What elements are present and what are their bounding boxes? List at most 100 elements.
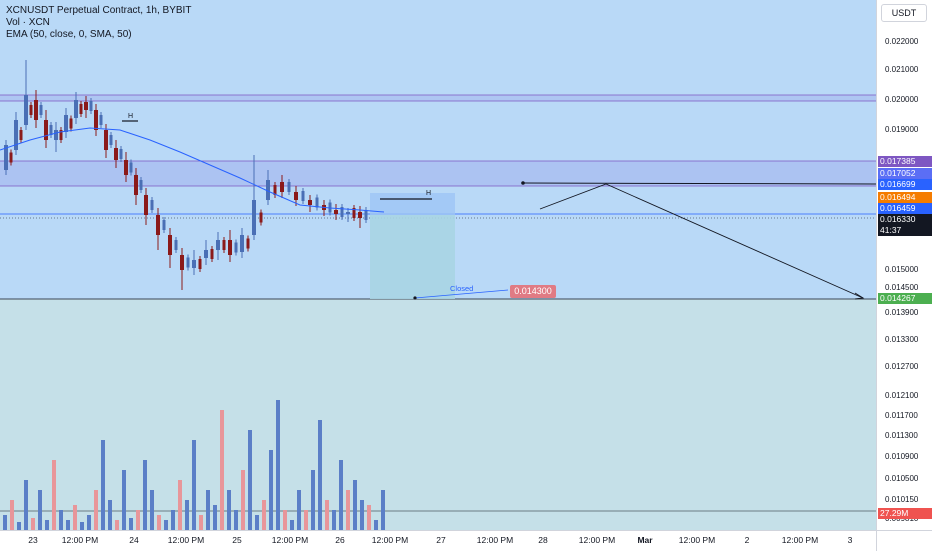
candle-body [204, 250, 208, 258]
closed-anchor [413, 296, 417, 300]
ema-indicator-label[interactable]: EMA (50, close, 0, SMA, 50) [6, 29, 132, 40]
candle-body [74, 100, 78, 118]
trend-level-line [522, 182, 876, 185]
candle-body [358, 212, 362, 218]
price-tick-label: 0.021000 [885, 65, 919, 74]
volume-bar [38, 490, 42, 530]
volume-bar [31, 518, 35, 530]
price-tick-label: 0.010150 [885, 495, 919, 504]
volume-bar [339, 460, 343, 530]
volume-bar [59, 510, 63, 530]
price-tag[interactable]: 0.016459 [878, 203, 932, 214]
time-tick-label: 12:00 PM [578, 535, 616, 545]
volume-bar [381, 490, 385, 530]
axis-corner [876, 530, 932, 551]
price-tag[interactable]: 0.017052 [878, 168, 932, 179]
currency-button[interactable]: USDT [881, 4, 927, 22]
candle-body [210, 249, 214, 259]
time-tick-label: 12:00 PM [476, 535, 514, 545]
candle-body [280, 182, 284, 192]
candle-body [180, 255, 184, 270]
candle-body [334, 210, 338, 214]
candle-body [156, 215, 160, 235]
volume-bar [276, 400, 280, 530]
candle-body [315, 197, 319, 208]
price-plot-area[interactable]: XCNUSDT Perpetual Contract, 1h, BYBIT Vo… [0, 0, 876, 530]
candle-body [124, 160, 128, 175]
candle-body [246, 238, 250, 249]
chart-legend: XCNUSDT Perpetual Contract, 1h, BYBIT Vo… [6, 5, 191, 41]
volume-bar [150, 490, 154, 530]
volume-bar [234, 510, 238, 530]
volume-bar [185, 500, 189, 530]
candle-body [308, 200, 312, 205]
closed-price-tag[interactable]: 0.014300 [510, 285, 556, 298]
chart-svg [0, 60, 876, 530]
price-tick-label: 0.011300 [885, 431, 918, 440]
price-tag[interactable]: 0.017385 [878, 156, 932, 167]
volume-bar [346, 490, 350, 530]
volume-bar [360, 500, 364, 530]
time-tick-label: 12:00 PM [61, 535, 99, 545]
candle-body [144, 195, 148, 215]
volume-bar [136, 510, 140, 530]
volume-bar [66, 520, 70, 530]
candle-body [352, 208, 356, 218]
time-tick-label: 27 [436, 535, 446, 545]
candle-body [34, 100, 38, 120]
volume-bar [157, 515, 161, 530]
price-tag[interactable]: 0.016699 [878, 179, 932, 190]
volume-bar [164, 520, 168, 530]
volume-bar [10, 500, 14, 530]
candle-body [134, 175, 138, 195]
price-tag[interactable]: 41:37 [878, 225, 932, 236]
symbol-title[interactable]: XCNUSDT Perpetual Contract, 1h, BYBIT [6, 5, 192, 16]
time-tick-label: 23 [28, 535, 38, 545]
time-axis[interactable]: 23 12:00 PM 24 12:00 PM 25 12:00 PM 26 12:00 PM… [0, 530, 876, 551]
volume-bar [3, 515, 7, 530]
candle-body [139, 180, 143, 190]
price-tag[interactable]: 0.016494 [878, 192, 932, 203]
candle-body [64, 115, 68, 132]
candle-body [104, 130, 108, 150]
volume-bar [192, 440, 196, 530]
candle-body [273, 185, 277, 195]
volume-bar [52, 460, 56, 530]
candle-body [94, 110, 98, 130]
price-tag[interactable]: 0.016330 [878, 214, 932, 225]
ema-line [0, 127, 385, 213]
time-tick-label: 12:00 PM [781, 535, 819, 545]
candle-body [54, 130, 58, 140]
price-tick-label: 0.020000 [885, 95, 919, 104]
volume-bar [129, 518, 133, 530]
volume-bar [24, 480, 28, 530]
volume-bar [87, 515, 91, 530]
volume-bar [332, 510, 336, 530]
volume-bar [297, 490, 301, 530]
candle-body [129, 162, 133, 173]
price-axis[interactable]: USDT 0.022000 0.021000 0.020000 0.019000 0.0… [876, 0, 932, 530]
candle-body [14, 120, 18, 150]
candle-body [69, 118, 73, 129]
time-tick-label: 12:00 PM [371, 535, 409, 545]
volume-bar [108, 500, 112, 530]
volume-bar [213, 505, 217, 530]
price-tag[interactable]: 0.014267 [878, 293, 932, 304]
volume-indicator-label[interactable]: Vol · XCN [6, 17, 50, 28]
price-tick-label: 0.011700 [885, 411, 918, 420]
candle-body [216, 240, 220, 250]
price-tag[interactable]: 27.29M [878, 508, 932, 519]
time-tick-label: 12:00 PM [167, 535, 205, 545]
candle-body [109, 135, 113, 145]
volume-bar [311, 470, 315, 530]
volume-bar [269, 450, 273, 530]
volume-bar [73, 505, 77, 530]
candle-body [89, 101, 93, 111]
resistance-zone-top [0, 95, 876, 101]
anchor-point [521, 181, 525, 185]
volume-bar [199, 515, 203, 530]
candle-body [192, 260, 196, 268]
volume-bar [122, 470, 126, 530]
arrow-head [854, 292, 865, 300]
